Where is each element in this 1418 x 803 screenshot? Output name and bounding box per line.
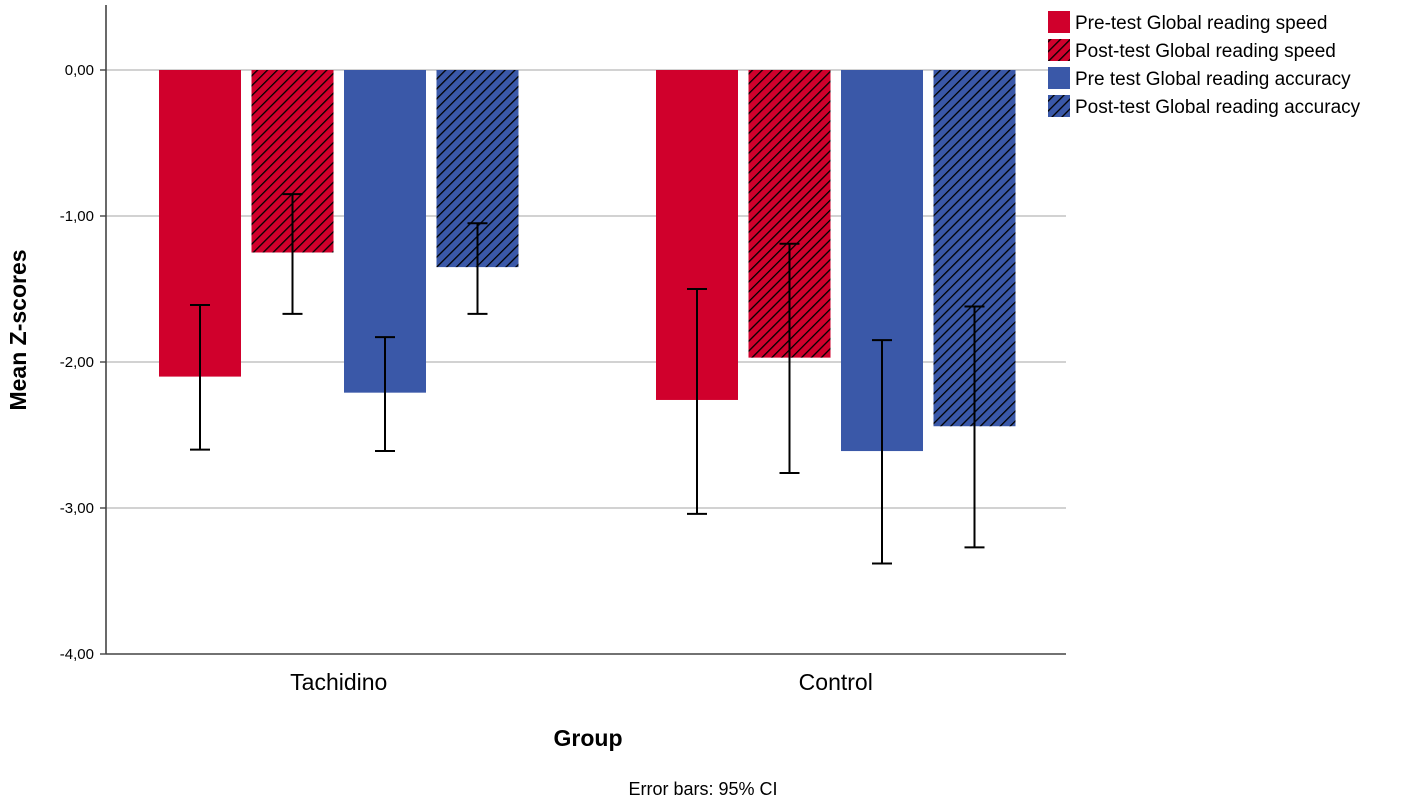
legend-label: Pre test Global reading accuracy	[1075, 69, 1351, 90]
bars	[159, 70, 1016, 452]
legend-label: Pre-test Global reading speed	[1075, 13, 1327, 34]
legend-swatch-hatch	[1048, 39, 1070, 61]
y-tick-label: -3,00	[60, 500, 94, 517]
x-category-label: Control	[799, 669, 873, 695]
legend-swatch	[1048, 67, 1070, 89]
legend-label: Post-test Global reading speed	[1075, 41, 1336, 62]
legend-swatch	[1048, 11, 1070, 33]
legend: Pre-test Global reading speed Post-test G…	[1048, 11, 1361, 118]
x-category-label: Tachidino	[290, 669, 387, 695]
error-bars-footnote: Error bars: 95% CI	[628, 779, 777, 799]
x-axis-title: Group	[554, 725, 623, 751]
y-axis-title: Mean Z-scores	[5, 249, 31, 410]
legend-swatch-hatch	[1048, 95, 1070, 117]
y-tick-label: 0,00	[65, 62, 94, 79]
y-tick-label: -2,00	[60, 354, 94, 371]
legend-label: Post-test Global reading accuracy	[1075, 97, 1361, 118]
y-tick-label: -1,00	[60, 208, 94, 225]
y-tick-label: -4,00	[60, 646, 94, 663]
error-bars	[190, 193, 985, 565]
axes: 0,00 -1,00 -2,00 -3,00 -4,00 Tachidino Control	[60, 5, 1066, 695]
